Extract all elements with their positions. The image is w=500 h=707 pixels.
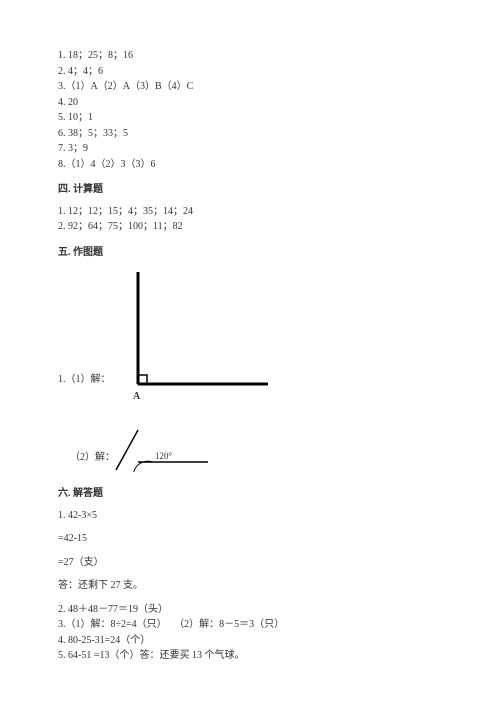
answer-line-4: 4. 20 xyxy=(58,95,442,111)
answer-line-3: 3.（1）A（2）A（3）B（4）C xyxy=(58,79,442,95)
s6-line-6: 3.（1）解：8÷2=4（只） （2）解：8－5＝3（只） xyxy=(58,617,442,633)
figure-120deg-angle: （2）解： 120° xyxy=(58,422,288,476)
answer-line-8: 8.（1）4（2）3（3）6 xyxy=(58,157,442,173)
figure1-point-A: A xyxy=(133,389,140,405)
answer-line-1: 1. 18；25；8；16 xyxy=(58,48,442,64)
section-6-heading: 六. 解答题 xyxy=(58,486,442,502)
answer-line-7: 7. 3；9 xyxy=(58,141,442,157)
figure2-angle-value: 120° xyxy=(155,450,172,464)
s6-line-3: =27（支） xyxy=(58,555,442,571)
answer-line-5: 5. 10；1 xyxy=(58,110,442,126)
figure-right-angle: 1.（1）解： A xyxy=(58,272,288,412)
answer-line-2: 2. 4；4；6 xyxy=(58,64,442,80)
figure1-label: 1.（1）解： xyxy=(58,372,111,388)
s6-line-4: 答：还剩下 27 支。 xyxy=(58,578,442,594)
section-4-heading: 四. 计算题 xyxy=(58,182,442,198)
s6-line-8: 5. 64-51 =13（个）答：还要买 13 个气球。 xyxy=(58,648,442,664)
right-angle-svg xyxy=(58,272,288,412)
section-5-heading: 五. 作图题 xyxy=(58,245,442,261)
s4-line-2: 2. 92；64；75；100；11；82 xyxy=(58,219,442,235)
s6-line-7: 4. 80-25-31=24（个） xyxy=(58,633,442,649)
s6-line-1: 1. 42-3×5 xyxy=(58,508,442,524)
s4-line-1: 1. 12；12；15；4；35；14；24 xyxy=(58,204,442,220)
s6-line-5: 2. 48＋48－77＝19（头） xyxy=(58,602,442,618)
answer-line-6: 6. 38；5；33；5 xyxy=(58,126,442,142)
figure2-label: （2）解： xyxy=(70,450,115,466)
s6-line-2: =42-15 xyxy=(58,531,442,547)
angle-120-svg xyxy=(58,422,288,476)
